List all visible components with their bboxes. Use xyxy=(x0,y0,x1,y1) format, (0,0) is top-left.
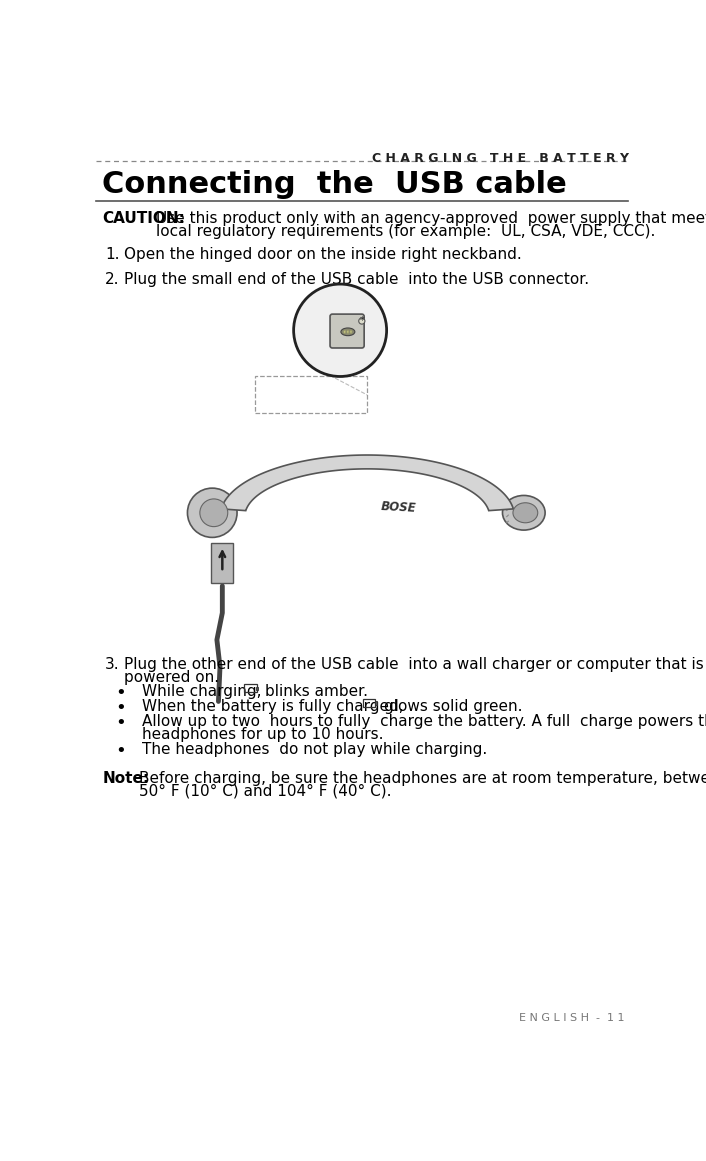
Text: CAUTION:: CAUTION: xyxy=(102,211,185,226)
Text: blinks amber.: blinks amber. xyxy=(265,685,368,699)
Ellipse shape xyxy=(503,496,545,531)
Text: 2.: 2. xyxy=(105,272,120,287)
Text: C H A R G I N G   T H E   B A T T E R Y: C H A R G I N G T H E B A T T E R Y xyxy=(372,152,629,165)
Text: Allow up to two  hours to fully  charge the battery. A full  charge powers the: Allow up to two hours to fully charge th… xyxy=(143,714,706,729)
Text: Plug the other end of the USB cable  into a wall charger or computer that is: Plug the other end of the USB cable into… xyxy=(124,657,704,672)
Text: Note:: Note: xyxy=(102,771,150,786)
Ellipse shape xyxy=(341,327,355,336)
Text: •: • xyxy=(115,742,126,760)
Text: Plug the small end of the USB cable  into the USB connector.: Plug the small end of the USB cable into… xyxy=(124,272,589,287)
Polygon shape xyxy=(221,455,513,511)
Text: •: • xyxy=(115,714,126,731)
Text: •: • xyxy=(115,699,126,717)
Text: While charging,: While charging, xyxy=(143,685,262,699)
Text: When the battery is fully charged,: When the battery is fully charged, xyxy=(143,699,404,714)
Text: 3.: 3. xyxy=(105,657,120,672)
Circle shape xyxy=(200,499,228,527)
Circle shape xyxy=(188,488,237,538)
Text: The headphones  do not play while charging.: The headphones do not play while chargin… xyxy=(143,742,488,757)
Text: glows solid green.: glows solid green. xyxy=(383,699,522,714)
Ellipse shape xyxy=(513,503,538,522)
Text: Use this product only with an agency-approved  power supply that meets: Use this product only with an agency-app… xyxy=(157,211,706,226)
Text: *: * xyxy=(359,316,364,326)
Text: 50° F (10° C) and 104° F (40° C).: 50° F (10° C) and 104° F (40° C). xyxy=(138,784,391,799)
Text: 1.: 1. xyxy=(105,247,120,262)
Ellipse shape xyxy=(344,330,346,333)
Circle shape xyxy=(294,284,387,376)
Ellipse shape xyxy=(347,330,349,333)
Text: local regulatory requirements (for example:  UL, CSA, VDE, CCC).: local regulatory requirements (for examp… xyxy=(157,224,656,239)
Text: Connecting  the  USB cable: Connecting the USB cable xyxy=(102,171,567,200)
Text: headphones for up to 10 hours.: headphones for up to 10 hours. xyxy=(143,727,384,742)
Text: E N G L I S H  -  1 1: E N G L I S H - 1 1 xyxy=(519,1014,625,1023)
Ellipse shape xyxy=(350,330,352,333)
Circle shape xyxy=(359,318,365,324)
Text: •: • xyxy=(115,685,126,702)
FancyBboxPatch shape xyxy=(375,701,377,705)
Text: powered on.: powered on. xyxy=(124,670,219,685)
FancyBboxPatch shape xyxy=(256,686,258,691)
Text: Open the hinged door on the inside right neckband.: Open the hinged door on the inside right… xyxy=(124,247,522,262)
FancyBboxPatch shape xyxy=(212,543,233,583)
FancyBboxPatch shape xyxy=(330,315,364,348)
Text: BOSE: BOSE xyxy=(381,500,417,514)
Text: Before charging, be sure the headphones are at room temperature, between: Before charging, be sure the headphones … xyxy=(138,771,706,786)
